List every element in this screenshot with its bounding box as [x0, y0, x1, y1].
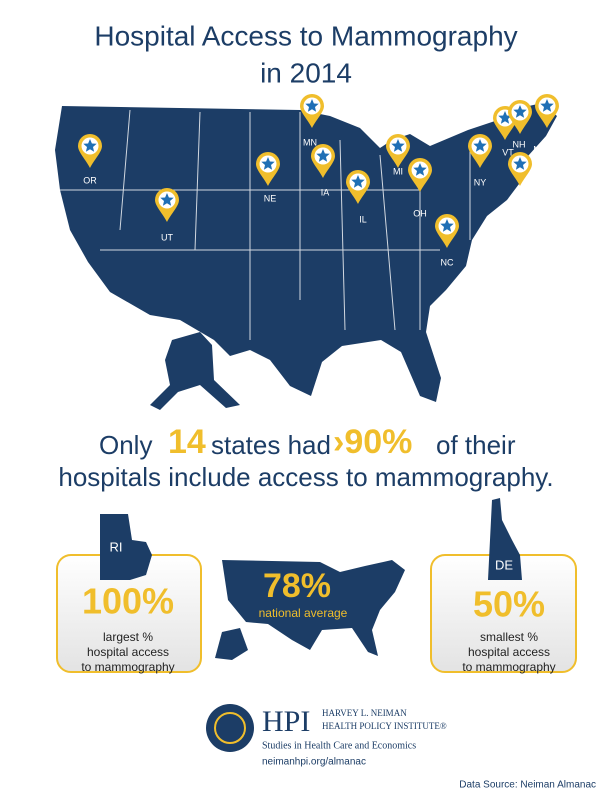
state-pin: UT: [155, 188, 179, 242]
state-pin: MI: [386, 134, 410, 176]
institute: HEALTH POLICY INSTITUTE®: [322, 721, 447, 731]
title: Hospital Access to Mammography: [94, 20, 517, 51]
largest-card: RI 100% largest % hospital access to mam…: [56, 514, 202, 674]
pin-star: [261, 157, 275, 170]
state-label: OR: [83, 175, 97, 185]
footer: HPI HARVEY L. NEIMAN HEALTH POLICY INSTI…: [206, 704, 596, 791]
state-pin: ME: [533, 94, 559, 154]
headline-text: of their: [436, 430, 516, 460]
institute: HARVEY L. NEIMAN: [322, 708, 407, 718]
state-pin: MN: [300, 94, 324, 147]
state-pin: IL: [346, 170, 370, 224]
stat-label: hospital access: [468, 645, 550, 659]
headline-text: states had: [211, 430, 331, 460]
headline-count: 14: [168, 423, 206, 461]
pin-star: [498, 111, 512, 124]
state-pin: NH: [508, 100, 532, 149]
logo: HPI: [262, 705, 310, 738]
state-pin: NE: [256, 152, 280, 203]
state-label: ME: [533, 144, 547, 154]
pin-star: [305, 99, 319, 112]
state-pin: RI: [508, 152, 532, 205]
stat-label: largest %: [103, 630, 153, 644]
title: in 2014: [260, 57, 352, 88]
state-pin: NY: [468, 134, 492, 187]
pin-star: [391, 139, 405, 152]
stat-value: 78%: [263, 567, 331, 605]
us-map: [55, 103, 557, 410]
pin-star: [473, 139, 487, 152]
pin-star: [413, 163, 427, 176]
source: Data Source: Neiman Almanac: [459, 780, 596, 791]
pin-star: [316, 149, 330, 162]
tagline: Studies in Health Care and Economics: [262, 740, 416, 751]
pin-star: [351, 175, 365, 188]
stat-label: to mammography: [81, 660, 174, 674]
state-pin: NC: [435, 214, 459, 267]
stat-label: to mammography: [462, 660, 555, 674]
state-label: NH: [513, 139, 526, 149]
headline-text: Only: [99, 430, 152, 460]
state-label: MI: [393, 166, 403, 176]
stat-value: 100%: [82, 581, 174, 622]
state-pin: IA: [311, 144, 335, 197]
url: neimanhpi.org/almanac: [262, 757, 366, 768]
stat-value: 50%: [473, 584, 545, 625]
pin-star: [513, 157, 527, 170]
state-label: IA: [321, 187, 330, 197]
logo-seal: [206, 704, 254, 752]
headline-threshold: ›90%: [333, 423, 412, 461]
state-label: MN: [303, 137, 317, 147]
stat-label: hospital access: [87, 645, 169, 659]
national-card: 78% national average: [215, 560, 405, 660]
stat-label: national average: [259, 606, 348, 620]
stat-label: smallest %: [480, 630, 538, 644]
smallest-card: DE 50% smallest % hospital access to mam…: [430, 498, 577, 674]
state-label: NC: [441, 257, 454, 267]
state-label: UT: [161, 232, 173, 242]
state-label: IL: [359, 214, 367, 224]
state-label: NY: [474, 177, 487, 187]
pin-star: [513, 105, 527, 118]
state-label: RI: [110, 539, 123, 554]
state-label: NE: [264, 193, 277, 203]
headline-text: hospitals include access to mammography.: [58, 462, 553, 492]
state-pin: OH: [408, 158, 432, 218]
state-label: OH: [413, 208, 427, 218]
state-pin: OR: [78, 134, 102, 185]
state-label: VT: [502, 147, 514, 157]
pin-star: [540, 99, 554, 112]
pin-star: [440, 219, 454, 232]
headline: Only 14 states had ›90% of their hospita…: [58, 423, 553, 492]
state-label: RI: [514, 195, 523, 205]
pin-star: [160, 193, 174, 206]
state-label: DE: [495, 557, 513, 572]
pin-star: [83, 139, 97, 152]
